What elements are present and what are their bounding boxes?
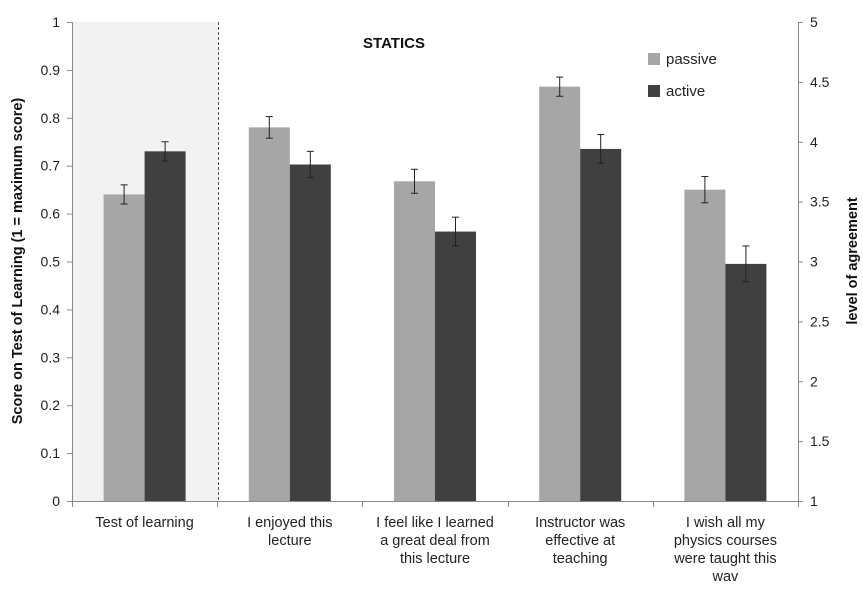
left-tick-label: 0 (52, 493, 60, 509)
category-label-2: I feel like I learned a great deal from th… (376, 515, 494, 567)
category-label-4: I wish all my physics courses were taught … (673, 515, 777, 585)
legend-label-passive: passive (666, 51, 717, 68)
right-tick-label: 3.5 (810, 194, 830, 210)
legend-swatch-passive (648, 53, 660, 65)
bar-active-1 (289, 164, 331, 501)
category-label-line: this lecture (400, 551, 470, 567)
category-label-line: Instructor was (535, 515, 625, 531)
category-label-3: Instructor was effective at teaching (535, 515, 625, 567)
left-axis-ticks: 0 0.1 0.2 0.3 0.4 0.5 0.6 0.7 0.8 0.9 1 (41, 14, 72, 509)
category-label-line: I wish all my (686, 515, 766, 531)
left-tick-label: 0.4 (41, 301, 61, 317)
left-tick-label: 0.3 (41, 349, 61, 365)
bar-passive-3 (539, 86, 581, 501)
left-tick-label: 1 (52, 14, 60, 30)
error-bars (120, 76, 750, 283)
bar-active-3 (580, 148, 622, 501)
category-label-line: teaching (553, 551, 608, 567)
left-tick-label: 0.2 (41, 397, 61, 413)
right-tick-label: 2 (810, 373, 818, 389)
category-label-line: lecture (268, 533, 312, 549)
category-label-line: Test of learning (95, 515, 193, 531)
left-tick-label: 0.6 (41, 206, 61, 222)
right-tick-label: 1 (810, 493, 818, 509)
right-axis-title: level of agreement (845, 197, 861, 324)
right-tick-label: 1.5 (810, 433, 830, 449)
category-label-line: wav (712, 569, 740, 585)
legend-swatch-active (648, 85, 660, 97)
bar-passive-2 (394, 181, 435, 501)
category-label-0: Test of learning (95, 515, 193, 531)
bars (103, 86, 767, 501)
chart-title: STATICS (363, 35, 425, 52)
left-tick-label: 0.8 (41, 110, 61, 126)
bar-active-0 (144, 151, 186, 501)
left-tick-label: 0.1 (41, 445, 61, 461)
x-axis-ticks (72, 501, 799, 507)
category-label-line: physics courses (674, 533, 777, 549)
bar-passive-1 (248, 127, 290, 501)
category-labels: Test of learning I enjoyed this lecture I f… (95, 515, 777, 585)
legend-label-active: active (666, 83, 705, 100)
bar-passive-0 (103, 194, 145, 501)
right-tick-label: 4.5 (810, 74, 830, 90)
bar-passive-4 (684, 189, 726, 501)
category-label-line: effective at (545, 533, 615, 549)
legend: passive active (648, 51, 717, 100)
bar-active-2 (435, 231, 476, 501)
category-label-line: I feel like I learned (376, 515, 494, 531)
category-label-line: were taught this (673, 551, 776, 567)
right-axis-ticks: 1 1.5 2 2.5 3 3.5 4 4.5 5 (798, 14, 830, 509)
left-tick-label: 0.9 (41, 62, 61, 78)
left-tick-label: 0.7 (41, 158, 61, 174)
category-label-line: a great deal from (380, 533, 490, 549)
right-tick-label: 4 (810, 134, 818, 150)
right-tick-label: 3 (810, 254, 818, 270)
right-tick-label: 2.5 (810, 313, 830, 329)
right-tick-label: 5 (810, 14, 818, 30)
category-label-1: I enjoyed this lecture (247, 515, 332, 549)
category-label-line: I enjoyed this (247, 515, 332, 531)
left-tick-label: 0.5 (41, 254, 61, 270)
left-axis-title: Score on Test of Learning (1 = maximum s… (10, 98, 26, 425)
bar-active-4 (725, 263, 767, 501)
